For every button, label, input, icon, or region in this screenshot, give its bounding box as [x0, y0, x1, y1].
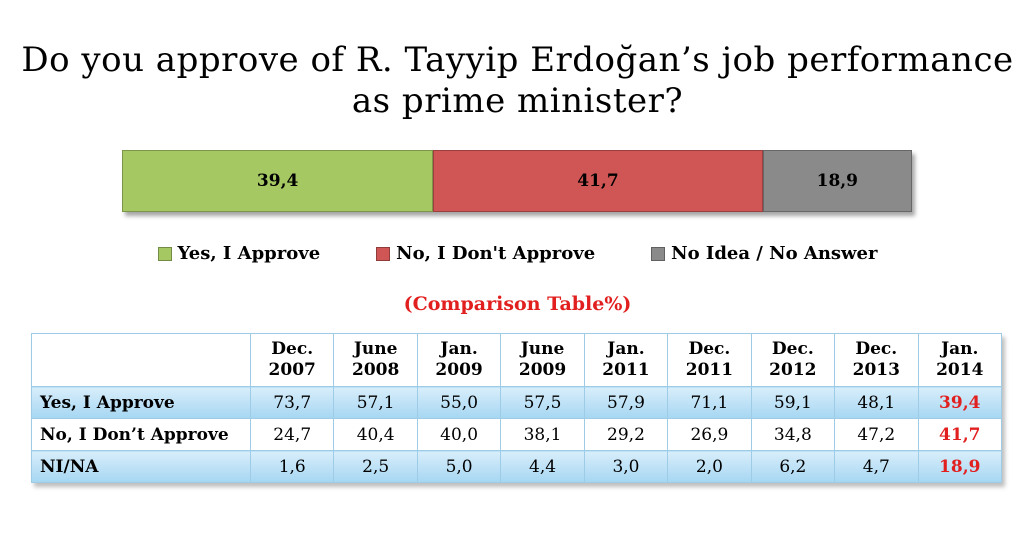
table-cell: 24,7: [249, 418, 335, 451]
column-header-month: Jan.: [607, 339, 645, 359]
column-header: Dec. 2011: [667, 333, 752, 387]
table-header-row: Dec. 2007 June 2008 Jan. 2009 June 2009 Jan. 2011…: [31, 333, 1002, 387]
chart-title-line-2: as prime minister?: [351, 81, 684, 121]
table-cell: 26,9: [667, 418, 752, 451]
column-header-month: Dec.: [271, 339, 314, 359]
column-header-year: 2013: [852, 360, 900, 380]
column-header-year: 2011: [602, 360, 650, 380]
table-corner-cell: [31, 333, 251, 387]
chart-title-line-1: Do you approve of R. Tayyip Erdoğan’s jo…: [21, 40, 1014, 80]
table-cell: 18,9: [917, 450, 1002, 483]
comparison-table: Dec. 2007 June 2008 Jan. 2009 June 2009 Jan. 2011…: [31, 333, 1002, 483]
column-header-month: Jan.: [941, 339, 979, 359]
table-body: Yes, I Approve 73,7 57,1 55,0 57,5 57,9 71,1 59…: [31, 386, 1002, 483]
legend-label: No Idea / No Answer: [671, 243, 878, 264]
table-cell: 6,2: [750, 450, 836, 483]
column-header-month: Dec.: [771, 339, 814, 359]
table-cell: 40,4: [333, 418, 418, 451]
bar-segment-label: 18,9: [816, 171, 859, 191]
column-header-year: 2009: [435, 360, 483, 380]
column-header-year: 2008: [351, 360, 400, 380]
table-cell: 57,1: [333, 386, 418, 419]
column-header: Dec. 2012: [750, 333, 836, 387]
column-header-year: 2011: [685, 360, 734, 380]
column-header-month: Dec.: [855, 339, 898, 359]
column-header-year: 2007: [268, 360, 316, 380]
table-cell: 39,4: [917, 386, 1002, 419]
table-cell: 34,8: [750, 418, 836, 451]
column-header: June 2008: [333, 333, 418, 387]
table-row: Yes, I Approve 73,7 57,1 55,0 57,5 57,9 71,1 59…: [31, 386, 1002, 419]
column-header: Jan. 2009: [416, 333, 502, 387]
table-cell: 3,0: [583, 450, 669, 483]
bar-segment-label: 39,4: [256, 171, 299, 191]
table-cell: 55,0: [416, 386, 502, 419]
table-cell: 2,0: [667, 450, 752, 483]
legend-swatch: [651, 246, 666, 261]
table-cell: 5,0: [416, 450, 502, 483]
table-row: No, I Don’t Approve 24,7 40,4 40,0 38,1 29,2 2…: [31, 418, 1002, 451]
table-row: NI/NA 1,6 2,5 5,0 4,4 3,0 2,0 6,2 4,7 18,9: [31, 450, 1002, 483]
bar-segment-yes-approve: 39,4: [122, 150, 434, 212]
column-header: Jan. 2011: [583, 333, 669, 387]
table-cell: 4,7: [834, 450, 919, 483]
legend-swatch: [376, 246, 391, 261]
column-header-month: June: [353, 339, 398, 359]
bar-segment-no-idea: 18,9: [762, 150, 912, 212]
table-cell: 1,6: [249, 450, 335, 483]
legend-label: No, I Don't Approve: [396, 243, 596, 264]
column-header: Dec. 2013: [834, 333, 919, 387]
table-cell: 41,7: [917, 418, 1002, 451]
column-header-year: 2012: [769, 360, 817, 380]
table-cell: 29,2: [583, 418, 669, 451]
table-cell: 38,1: [500, 418, 585, 451]
table-cell: 73,7: [249, 386, 335, 419]
column-header-month: Jan.: [440, 339, 478, 359]
table-cell: 48,1: [834, 386, 919, 419]
column-header: Dec. 2007: [249, 333, 335, 387]
table-cell: 59,1: [750, 386, 836, 419]
legend: Yes, I Approve No, I Don't Approve No Idea…: [0, 243, 1035, 264]
bar-segment-label: 41,7: [577, 171, 619, 191]
row-label: NI/NA: [31, 450, 251, 483]
stacked-bar: 39,4 41,7 18,9: [122, 150, 912, 212]
legend-label: Yes, I Approve: [177, 243, 321, 264]
bar-segment-no-approve: 41,7: [433, 150, 763, 212]
table-cell: 47,2: [834, 418, 919, 451]
table-cell: 2,5: [333, 450, 418, 483]
row-label: No, I Don’t Approve: [31, 418, 251, 451]
table-cell: 40,0: [416, 418, 502, 451]
table-cell: 4,4: [500, 450, 585, 483]
column-header-month: Dec.: [688, 339, 731, 359]
legend-item-no-approve: No, I Don't Approve: [376, 243, 595, 264]
column-header-year: 2009: [518, 360, 567, 380]
legend-item-yes-approve: Yes, I Approve: [157, 243, 321, 264]
table-cell: 71,1: [667, 386, 752, 419]
row-label: Yes, I Approve: [31, 386, 251, 419]
table-cell: 57,5: [500, 386, 585, 419]
legend-item-no-idea: No Idea / No Answer: [651, 243, 877, 264]
legend-swatch: [157, 246, 172, 261]
table-subtitle: (Comparison Table%): [403, 293, 632, 315]
column-header-month: June: [520, 339, 565, 359]
chart-title: Do you approve of R. Tayyip Erdoğan’s jo…: [0, 40, 1035, 122]
table-cell: 57,9: [583, 386, 669, 419]
column-header: Jan. 2014: [917, 333, 1002, 387]
column-header: June 2009: [500, 333, 585, 387]
column-header-year: 2014: [936, 360, 984, 380]
